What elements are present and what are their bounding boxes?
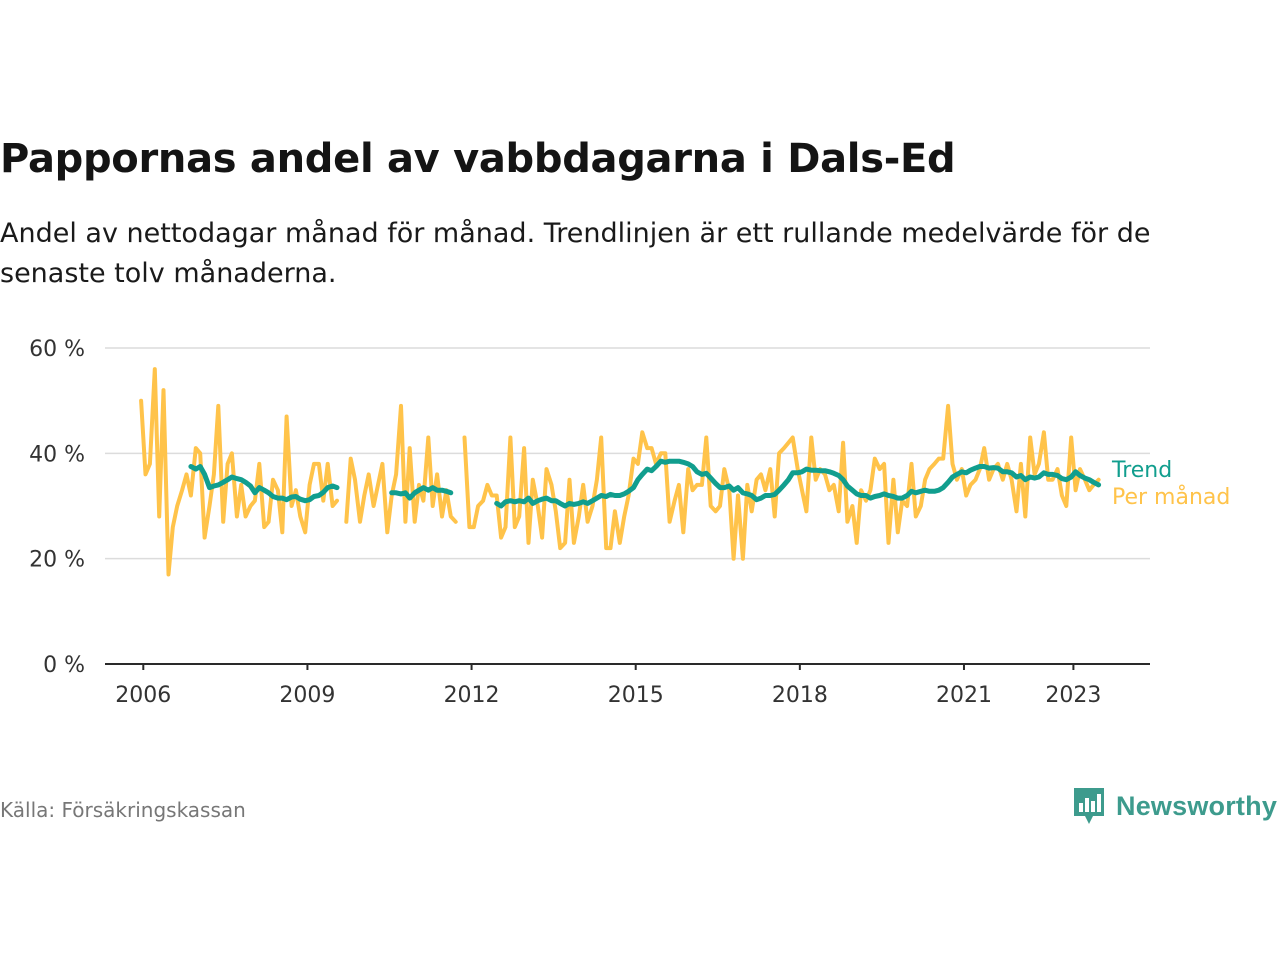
legend-trend-label: Trend bbox=[1111, 458, 1172, 483]
source-note: Källa: Försäkringskassan bbox=[0, 798, 246, 822]
chart-title: Pappornas andel av vabbdagarna i Dals-Ed bbox=[0, 136, 956, 182]
x-tick-label: 2021 bbox=[936, 683, 992, 708]
axes: 0 % 20 % 40 % 60 % 2006 2009 2012 2015 2018 2021 2… bbox=[29, 337, 1150, 708]
chart-subtitle: Andel av nettodagar månad för månad. Tre… bbox=[0, 218, 1151, 289]
trend-series-line bbox=[494, 458, 1102, 509]
newsworthy-logo[interactable]: Newsworthy bbox=[1072, 786, 1277, 826]
y-tick-label: 0 % bbox=[43, 653, 85, 678]
x-tick-label: 2023 bbox=[1045, 683, 1101, 708]
y-tick-label: 20 % bbox=[29, 548, 85, 573]
trend-series-line bbox=[188, 464, 340, 504]
gridlines bbox=[105, 347, 1150, 560]
newsworthy-logo-icon bbox=[1074, 788, 1104, 824]
monthly-series-line bbox=[139, 367, 339, 577]
y-tick-label: 40 % bbox=[29, 442, 85, 467]
series-lines bbox=[139, 367, 1102, 577]
x-tick-label: 2006 bbox=[115, 683, 171, 708]
x-tick-label: 2015 bbox=[608, 683, 664, 708]
y-tick-label: 60 % bbox=[29, 337, 85, 362]
trend-series-line bbox=[389, 485, 454, 501]
line-chart: 0 % 20 % 40 % 60 % 2006 2009 2012 2015 2018 2021 2… bbox=[29, 337, 1230, 708]
x-tick-label: 2012 bbox=[444, 683, 500, 708]
monthly-series-line bbox=[462, 403, 1101, 561]
x-tick-label: 2009 bbox=[279, 683, 335, 708]
x-tick-label: 2018 bbox=[772, 683, 828, 708]
legend-monthly-label: Per månad bbox=[1112, 484, 1230, 510]
monthly-series-line bbox=[344, 403, 458, 535]
brand-name: Newsworthy bbox=[1116, 790, 1278, 821]
